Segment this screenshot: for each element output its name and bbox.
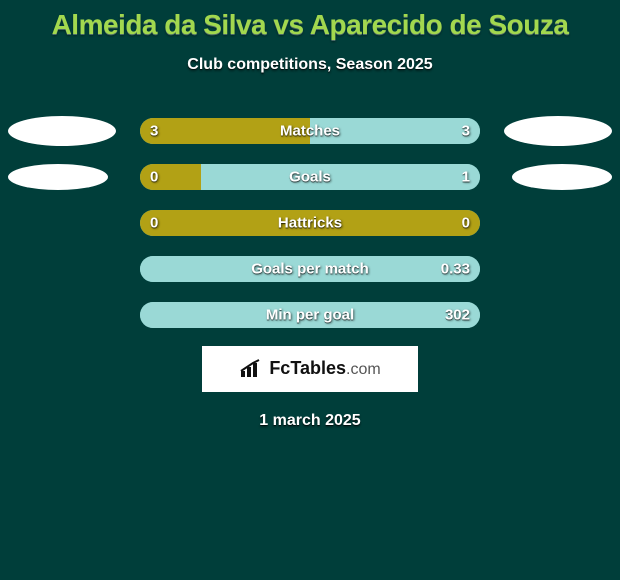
date: 1 march 2025 bbox=[0, 412, 620, 430]
stat-bar: Goals01 bbox=[140, 164, 480, 190]
comparison-card: Almeida da Silva vs Aparecido de Souza C… bbox=[0, 0, 620, 580]
logo-fc: Fc bbox=[269, 358, 290, 379]
stat-bar: Goals per match0.33 bbox=[140, 256, 480, 282]
bars-icon bbox=[239, 359, 265, 379]
stat-bar-left-fill bbox=[140, 118, 310, 144]
stat-bar-right-fill bbox=[140, 256, 480, 282]
right-team-marker bbox=[504, 116, 612, 146]
stat-bar-right-fill bbox=[310, 118, 480, 144]
stat-bar: Hattricks00 bbox=[140, 210, 480, 236]
stat-row: Goals01 bbox=[0, 162, 620, 192]
stat-row: Matches33 bbox=[0, 116, 620, 146]
stat-bar: Min per goal302 bbox=[140, 302, 480, 328]
stat-row: Hattricks00 bbox=[0, 208, 620, 238]
left-team-marker bbox=[8, 116, 116, 146]
stat-bar-right-fill bbox=[140, 302, 480, 328]
fctables-logo: FcTables.com bbox=[202, 346, 418, 392]
right-team-marker bbox=[512, 164, 612, 190]
left-team-marker bbox=[8, 164, 108, 190]
stat-row: Goals per match0.33 bbox=[0, 254, 620, 284]
stats-block: Matches33 Goals01 Hattricks00 Goals per mat… bbox=[0, 116, 620, 330]
logo-text: FcTables.com bbox=[269, 358, 380, 379]
subtitle: Club competitions, Season 2025 bbox=[0, 56, 620, 74]
page-title: Almeida da Silva vs Aparecido de Souza bbox=[0, 0, 620, 42]
stat-bar-right-fill bbox=[201, 164, 480, 190]
stat-bar-left-fill bbox=[140, 164, 201, 190]
stat-bar-left-fill bbox=[140, 210, 480, 236]
logo-dom: .com bbox=[346, 361, 381, 379]
logo-tables: Tables bbox=[290, 358, 346, 379]
stat-row: Min per goal302 bbox=[0, 300, 620, 330]
stat-bar: Matches33 bbox=[140, 118, 480, 144]
